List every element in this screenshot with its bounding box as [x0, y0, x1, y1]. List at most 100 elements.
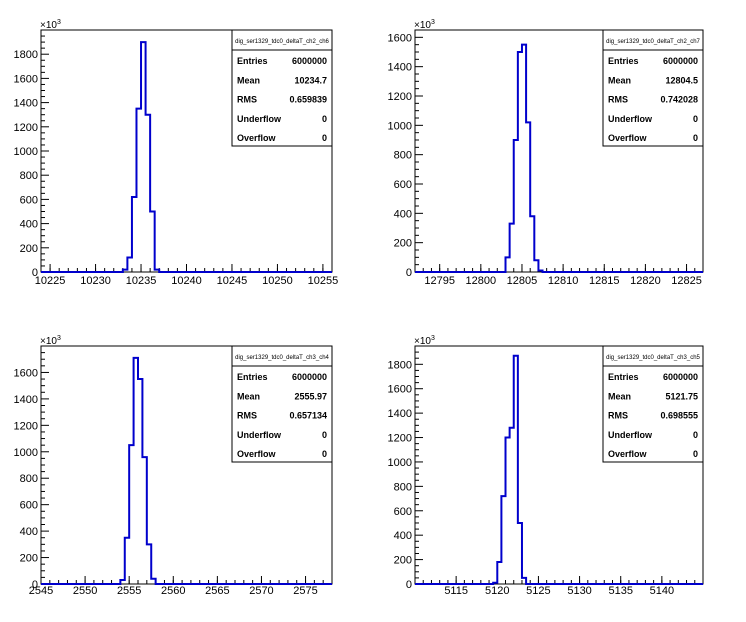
stats-value: 6000000 — [663, 56, 698, 66]
stats-value: 0 — [693, 133, 698, 143]
stats-value: 2555.97 — [294, 391, 327, 401]
stats-key: Mean — [608, 391, 631, 401]
y-tick-label: 1600 — [14, 367, 38, 379]
stats-box-frame — [231, 345, 333, 463]
y-tick-label: 400 — [394, 208, 412, 220]
stats-box: dig_ser1329_tdc0_deltaT_ch2_ch6 Entries 60… — [231, 29, 333, 147]
x-tick-label: 2555 — [117, 585, 141, 597]
stats-value: 0.659839 — [289, 95, 327, 105]
stats-value: 0 — [693, 430, 698, 440]
stats-key: Overflow — [237, 449, 277, 459]
stats-key: Overflow — [608, 449, 648, 459]
y-tick-label: 200 — [20, 553, 38, 565]
y-tick-label: 1600 — [388, 384, 412, 396]
stats-key: Entries — [608, 372, 639, 382]
stats-value: 0 — [693, 449, 698, 459]
x-tick-label: 10230 — [80, 275, 111, 287]
x-tick-label: 5130 — [567, 585, 591, 597]
histogram-pad-2: 0 200 400 600 800 1000 1200 1400 1600×103 12795 12… — [388, 19, 704, 287]
x-tick-label: 5140 — [650, 585, 674, 597]
y-tick-label: 1400 — [14, 98, 38, 110]
y-tick-label: 400 — [394, 530, 412, 542]
x-tick-label: 5125 — [526, 585, 550, 597]
y-tick-label: 1200 — [388, 433, 412, 445]
y-tick-label: 0 — [32, 267, 38, 279]
stats-box: dig_ser1329_tdc0_deltaT_ch3_ch5 Entries 60… — [602, 345, 704, 463]
y-multiplier-label: ×103 — [414, 335, 435, 347]
stats-key: Underflow — [608, 430, 653, 440]
stats-value: 0 — [693, 114, 698, 124]
y-multiplier-label: ×103 — [40, 335, 61, 347]
y-tick-label: 600 — [20, 500, 38, 512]
stats-key: Mean — [608, 75, 631, 85]
stats-value: 10234.7 — [294, 75, 327, 85]
y-tick-label: 1600 — [388, 32, 412, 44]
stats-value: 0 — [322, 114, 327, 124]
y-tick-label: 1800 — [388, 359, 412, 371]
y-tick-label: 0 — [406, 267, 412, 279]
stats-title: dig_ser1329_tdc0_deltaT_ch2_ch6 — [235, 39, 329, 45]
y-tick-label: 800 — [20, 473, 38, 485]
y-tick-label: 1200 — [14, 420, 38, 432]
x-tick-label: 12805 — [507, 275, 538, 287]
stats-key: Entries — [237, 56, 268, 66]
x-tick-label: 2575 — [293, 585, 317, 597]
stats-value: 5121.75 — [665, 391, 698, 401]
histogram-series — [41, 356, 332, 585]
stats-key: Underflow — [608, 114, 653, 124]
y-tick-label: 1000 — [14, 447, 38, 459]
x-tick-label: 10225 — [35, 275, 66, 287]
x-tick-label: 10245 — [217, 275, 248, 287]
y-tick-label: 600 — [20, 194, 38, 206]
x-tick-label: 12800 — [466, 275, 497, 287]
stats-key: RMS — [608, 95, 628, 105]
stats-key: Overflow — [237, 133, 277, 143]
y-tick-label: 400 — [20, 219, 38, 231]
x-tick-label: 12820 — [630, 275, 661, 287]
y-tick-label: 0 — [406, 579, 412, 591]
stats-value: 0.657134 — [289, 411, 327, 421]
stats-value: 0 — [322, 133, 327, 143]
stats-value: 0.742028 — [660, 95, 698, 105]
stats-value: 0.698555 — [660, 411, 698, 421]
y-multiplier-label: ×103 — [414, 19, 435, 31]
x-tick-label: 2560 — [161, 585, 185, 597]
x-tick-label: 5135 — [608, 585, 632, 597]
stats-key: RMS — [237, 95, 257, 105]
y-tick-label: 600 — [394, 506, 412, 518]
stats-value: 6000000 — [663, 372, 698, 382]
stats-key: Mean — [237, 75, 260, 85]
x-tick-label: 5115 — [444, 585, 468, 597]
y-tick-label: 1600 — [14, 73, 38, 85]
y-tick-label: 1000 — [388, 120, 412, 132]
stats-box: dig_ser1329_tdc0_deltaT_ch3_ch4 Entries 60… — [231, 345, 333, 463]
x-tick-label: 12810 — [548, 275, 579, 287]
stats-box-frame — [602, 345, 704, 463]
stats-value: 6000000 — [292, 56, 327, 66]
x-tick-label: 2545 — [29, 585, 53, 597]
stats-box: dig_ser1329_tdc0_deltaT_ch2_ch7 Entries 60… — [602, 29, 704, 147]
y-tick-label: 200 — [20, 243, 38, 255]
stats-key: Underflow — [237, 430, 282, 440]
stats-box-frame — [602, 29, 704, 147]
stats-key: RMS — [237, 411, 257, 421]
x-tick-label: 12825 — [671, 275, 702, 287]
histogram-pad-1: 0 200 400 600 800 1000 1200 1400 1600 1800 ×103 102… — [14, 19, 339, 287]
stats-box-frame — [231, 29, 333, 147]
y-tick-label: 1200 — [14, 122, 38, 134]
histogram-series — [41, 41, 332, 273]
y-tick-label: 1000 — [14, 146, 38, 158]
histogram-series — [415, 354, 703, 585]
x-tick-label: 2565 — [205, 585, 229, 597]
x-tick-label: 2570 — [249, 585, 273, 597]
histogram-pad-4: 0 200 400 600 800 1000 1200 1400 1600 1800×103 511… — [388, 335, 704, 597]
x-tick-label: 5120 — [485, 585, 509, 597]
x-tick-label: 12795 — [424, 275, 455, 287]
y-tick-label: 800 — [394, 150, 412, 162]
y-tick-label: 0 — [32, 579, 38, 591]
x-tick-label: 10255 — [308, 275, 339, 287]
histogram-series — [415, 43, 703, 273]
histogram-pad-3: 0 200 400 600 800 1000 1200 1400 1600 ×103 2545 255… — [14, 335, 333, 597]
stats-value: 6000000 — [292, 372, 327, 382]
